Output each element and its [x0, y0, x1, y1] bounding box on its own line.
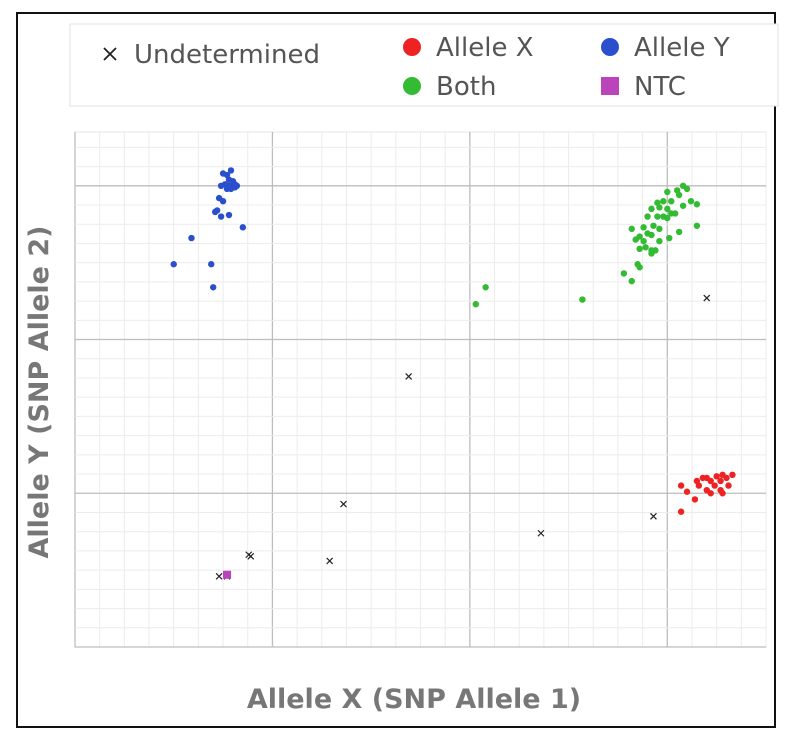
point-both [636, 245, 643, 253]
point-both [664, 205, 671, 213]
legend-marker-undetermined [103, 47, 117, 61]
legend-label-allele-y: Allele Y [634, 33, 730, 63]
legend: Undetermined Allele X Allele Y Both NTC [103, 33, 730, 102]
point-both [679, 202, 687, 209]
point-undetermined [215, 572, 223, 580]
point-allele-y [217, 213, 225, 220]
point-allele-y [219, 197, 227, 205]
point-both [664, 214, 671, 222]
legend-label-ntc: NTC [634, 72, 686, 102]
point-allele-x [707, 477, 714, 485]
point-both [664, 188, 671, 196]
data-points [170, 167, 736, 580]
point-both [644, 213, 651, 220]
point-allele-x [699, 474, 707, 482]
y-axis-title: Allele Y (SNP Allele 2) [24, 225, 55, 558]
point-allele-x [683, 488, 691, 495]
point-allele-x [717, 477, 724, 485]
point-undetermined [245, 551, 253, 559]
point-both [666, 234, 673, 242]
point-both [693, 222, 701, 229]
point-allele-x [677, 508, 685, 515]
point-both [654, 213, 661, 220]
point-allele-x [729, 471, 736, 479]
point-allele-y [225, 211, 233, 219]
point-allele-y [217, 182, 225, 190]
point-both [650, 222, 657, 229]
point-both [687, 197, 695, 205]
point-both [472, 300, 479, 308]
point-undetermined [703, 294, 711, 302]
point-both [579, 296, 586, 303]
point-undetermined [537, 529, 545, 537]
point-both [632, 236, 639, 243]
point-both [628, 225, 635, 233]
point-allele-x [723, 474, 730, 482]
point-both [675, 191, 683, 199]
point-allele-x [725, 482, 732, 489]
point-both [648, 205, 655, 213]
point-allele-y [227, 167, 235, 174]
point-both [656, 225, 663, 233]
point-undetermined [340, 500, 347, 508]
point-both [675, 228, 683, 236]
x-axis-title: Allele X (SNP Allele 1) [247, 684, 581, 715]
point-allele-y [211, 208, 219, 216]
point-both [640, 237, 647, 245]
point-allele-x [691, 496, 699, 503]
point-both [620, 270, 628, 277]
legend-label-undetermined: Undetermined [134, 40, 320, 70]
legend-marker-allele-y [601, 38, 619, 56]
point-both [628, 277, 635, 285]
point-both [636, 264, 643, 271]
point-both [640, 224, 647, 231]
point-both [656, 237, 663, 245]
point-both [660, 197, 667, 205]
point-allele-x [711, 482, 718, 489]
point-both [668, 197, 675, 205]
point-undetermined [650, 512, 657, 520]
point-undetermined [326, 557, 334, 565]
point-both [683, 185, 691, 193]
point-both [648, 231, 655, 239]
point-allele-x [707, 490, 714, 497]
point-allele-x [713, 473, 720, 480]
legend-marker-both [403, 77, 421, 95]
point-ntc [223, 570, 232, 579]
point-both [668, 210, 675, 217]
point-both [656, 204, 663, 211]
legend-label-both: Both [436, 72, 496, 102]
point-allele-y [170, 261, 177, 268]
point-allele-y [231, 184, 239, 191]
point-allele-y [210, 284, 217, 291]
point-both [693, 201, 701, 208]
point-allele-y [208, 261, 215, 268]
point-allele-x [695, 482, 703, 489]
point-both [648, 250, 655, 257]
point-both [642, 244, 649, 251]
legend-marker-ntc [601, 77, 619, 95]
legend-box [69, 23, 779, 107]
legend-label-allele-x: Allele X [436, 33, 534, 63]
point-allele-x [677, 482, 685, 489]
point-undetermined [405, 373, 413, 380]
point-allele-y [239, 224, 247, 231]
point-both [482, 284, 489, 291]
legend-marker-allele-x [403, 38, 421, 56]
point-allele-x [719, 490, 726, 497]
grid [74, 132, 767, 648]
point-allele-y [188, 234, 195, 242]
